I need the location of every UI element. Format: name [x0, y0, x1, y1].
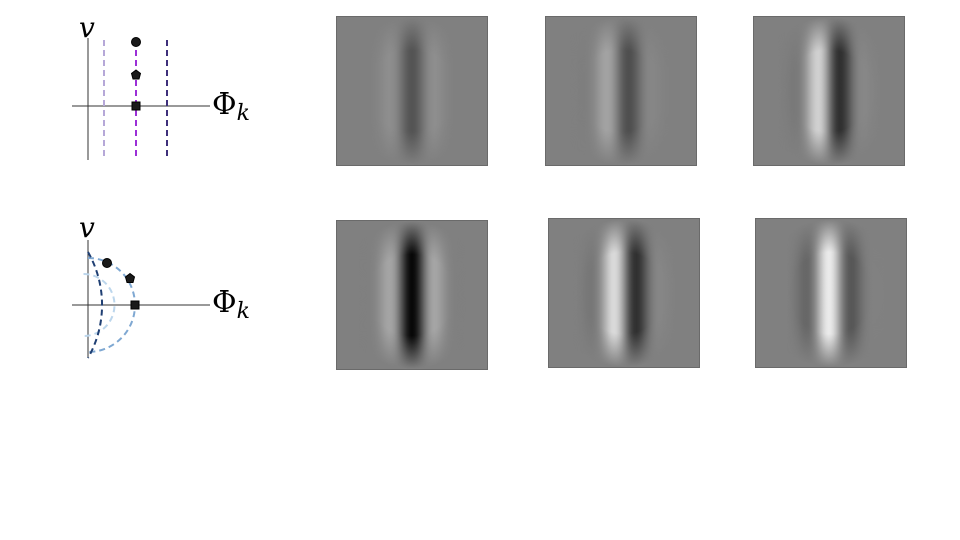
arc-inner	[83, 273, 116, 337]
gabor-stripes	[337, 221, 487, 369]
circle-marker	[102, 258, 112, 268]
pentagon-marker	[130, 69, 142, 80]
gabor-stripes	[546, 17, 696, 165]
diagram-vertical-lines: v Φk	[60, 10, 270, 170]
v-axis-label: v	[79, 11, 95, 44]
gabor-stripes	[549, 219, 699, 367]
v-axis-label: v	[79, 211, 95, 244]
phi-symbol: Φ	[212, 285, 237, 320]
gabor-stripes	[754, 17, 904, 165]
phi-symbol: Φ	[212, 87, 237, 122]
gabor-patch-row1-col2	[545, 16, 697, 166]
k-subscript: k	[236, 101, 250, 126]
circle-marker	[131, 37, 141, 47]
gabor-patch-row2-col2	[548, 218, 700, 368]
gabor-patch-row1-col3	[753, 16, 905, 166]
gabor-stripes	[337, 17, 487, 165]
phi-k-axis-label: Φk	[212, 285, 250, 323]
gabor-stripes	[756, 219, 906, 367]
gabor-patch-row1-col1	[336, 16, 488, 166]
phi-k-axis-label: Φk	[212, 87, 250, 125]
gabor-patch-row2-col3	[755, 218, 907, 368]
k-subscript: k	[236, 299, 250, 324]
arc-outer	[87, 251, 103, 359]
diagram-concentric-arcs: v Φk	[60, 210, 270, 370]
square-marker	[130, 300, 140, 310]
gabor-patch-row2-col1	[336, 220, 488, 370]
pentagon-marker	[124, 272, 136, 283]
diagram-vertical-lines-svg	[72, 37, 210, 160]
diagram-concentric-arcs-svg	[72, 240, 210, 359]
square-marker	[131, 101, 141, 111]
